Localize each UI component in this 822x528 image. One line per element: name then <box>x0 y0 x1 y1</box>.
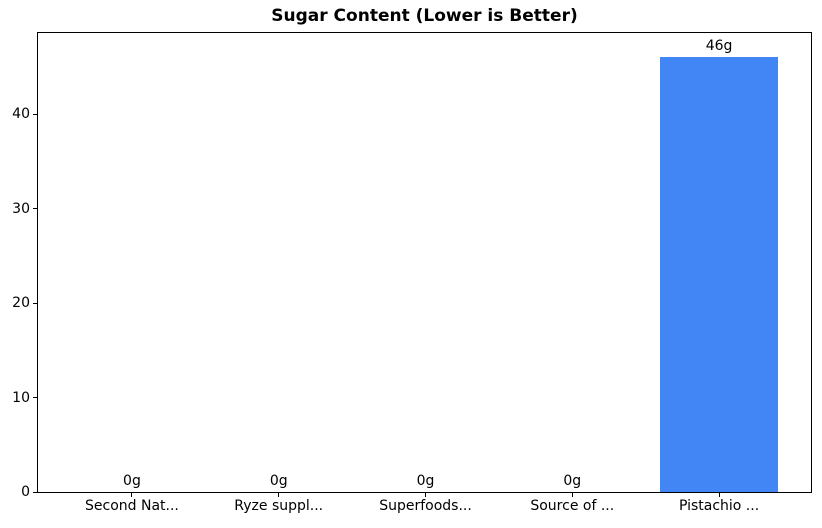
x-tick-mark <box>571 493 573 497</box>
y-tick-mark <box>33 302 37 304</box>
y-tick-label: 30 <box>12 200 30 217</box>
x-tick-label: Pistachio ... <box>678 498 760 514</box>
y-tick-label: 20 <box>12 295 30 312</box>
y-tick-mark <box>33 491 37 493</box>
axes: 0 10 20 30 40 0g Second Nat... 0g Ryze suppl... 0… <box>12 32 812 514</box>
bar-value-label: 0g <box>269 473 288 489</box>
y-tick-label: 0 <box>21 484 30 500</box>
bar-value-label: 0g <box>123 473 141 489</box>
bar-value-label: 0g <box>563 473 582 489</box>
y-tick-mark <box>33 397 37 399</box>
x-tick-mark <box>278 493 280 497</box>
x-tick-mark <box>718 493 720 497</box>
x-tick-mark <box>131 493 133 497</box>
chart-title: Sugar Content (Lower is Better) <box>271 6 578 26</box>
bar-value-label: 0g <box>416 473 435 489</box>
y-tick-mark <box>33 208 37 210</box>
x-tick-label: Superfoods... <box>379 498 472 514</box>
x-tick-mark <box>425 493 426 497</box>
bar-value-label: 46g <box>705 38 733 55</box>
x-tick-label: Second Nat... <box>85 498 179 514</box>
y-tick-label: 10 <box>12 389 30 406</box>
x-tick-label: Source of ... <box>530 498 615 514</box>
y-tick-label: 40 <box>12 106 30 123</box>
bar <box>660 57 778 492</box>
x-tick-label: Ryze suppl... <box>234 498 324 514</box>
y-tick-mark <box>33 113 37 115</box>
